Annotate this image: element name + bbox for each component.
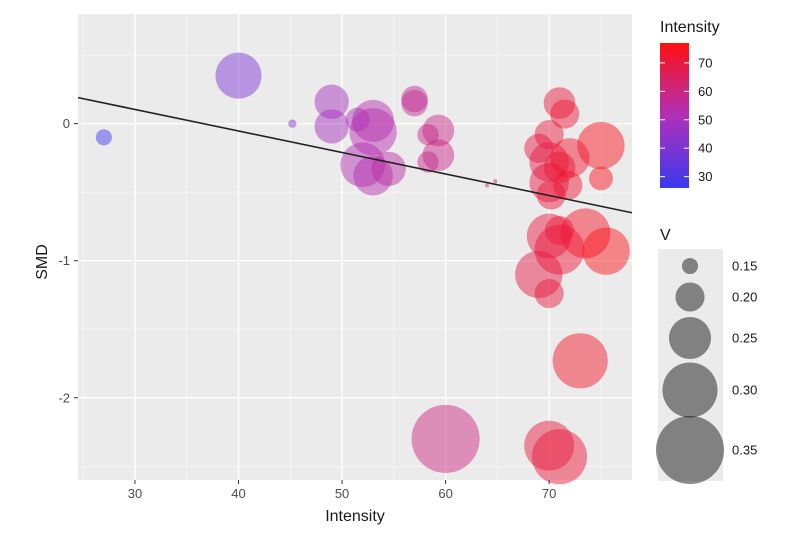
data-point xyxy=(534,224,585,275)
size-legend-key xyxy=(681,257,699,275)
data-points xyxy=(95,52,630,485)
data-point xyxy=(515,250,563,299)
size-legend-label: 0.20 xyxy=(732,290,757,305)
data-point xyxy=(524,133,554,163)
data-point xyxy=(529,142,569,182)
data-point xyxy=(543,151,576,184)
grid-major xyxy=(78,14,632,480)
size-legend-items: 0.15 0.20 0.25 0.30 0.35 xyxy=(655,257,757,485)
color-legend-title: Intensity xyxy=(660,19,720,36)
data-point xyxy=(534,120,564,150)
data-point xyxy=(550,99,580,129)
size-legend-label: 0.25 xyxy=(732,331,757,346)
y-tick-label: -2 xyxy=(58,390,70,405)
data-point xyxy=(422,139,455,172)
data-point xyxy=(353,155,393,196)
data-point xyxy=(371,151,406,187)
x-tick-label: 70 xyxy=(542,486,556,501)
size-legend-label: 0.30 xyxy=(732,383,757,398)
x-tick-label: 50 xyxy=(335,486,349,501)
x-tick-label: 40 xyxy=(231,486,245,501)
data-point xyxy=(95,129,112,146)
data-point xyxy=(526,213,572,259)
data-point xyxy=(411,404,480,473)
data-point xyxy=(552,333,608,389)
colorbar-tick-label: 50 xyxy=(698,112,712,127)
y-tick-label: 0 xyxy=(63,116,70,131)
data-point xyxy=(345,107,370,132)
data-point xyxy=(531,429,588,485)
data-point xyxy=(550,138,590,178)
grid-minor xyxy=(78,14,632,480)
size-legend-key xyxy=(675,282,705,312)
data-point xyxy=(485,183,490,188)
size-legend-key xyxy=(668,316,712,360)
data-point xyxy=(288,119,297,128)
data-point xyxy=(401,85,428,113)
colorbar xyxy=(660,43,689,188)
data-point xyxy=(534,279,564,309)
data-point xyxy=(577,121,625,170)
data-point xyxy=(588,166,613,191)
data-point xyxy=(536,180,566,210)
trend-line xyxy=(77,96,633,214)
data-point xyxy=(215,52,262,99)
data-point xyxy=(582,227,630,275)
data-point xyxy=(349,108,397,156)
colorbar-tick-label: 40 xyxy=(698,141,712,156)
colorbar-ticks: 70 60 50 40 30 xyxy=(660,55,712,184)
data-point xyxy=(529,162,569,203)
y-axis-title: SMD xyxy=(34,244,51,280)
size-legend-label: 0.15 xyxy=(732,259,757,274)
data-point xyxy=(493,179,498,184)
data-point xyxy=(417,123,439,146)
data-point xyxy=(553,170,583,200)
data-point xyxy=(314,84,349,119)
data-point xyxy=(340,142,386,188)
colorbar-tick-label: 30 xyxy=(698,169,712,184)
data-point xyxy=(524,420,575,471)
y-axis-ticks: 0 -1 -2 xyxy=(58,116,78,405)
data-point xyxy=(352,99,395,142)
x-tick-label: 60 xyxy=(438,486,452,501)
colorbar-tick-label: 70 xyxy=(698,55,712,70)
data-point xyxy=(417,151,439,173)
size-legend-key-background xyxy=(658,249,723,481)
data-point xyxy=(314,109,349,144)
data-point xyxy=(544,215,575,246)
color-legend: Intensity 70 60 50 40 30 xyxy=(660,19,720,188)
plot-panel xyxy=(78,14,632,480)
size-legend-key xyxy=(655,415,725,485)
x-axis-ticks: 30 40 50 60 70 xyxy=(128,480,556,501)
size-legend-title: V xyxy=(660,227,671,244)
data-point xyxy=(401,89,428,117)
y-tick-label: -1 xyxy=(58,253,70,268)
size-legend: V 0.15 0.20 0.25 0.30 0.35 xyxy=(655,227,757,485)
size-legend-key xyxy=(662,362,718,418)
x-tick-label: 30 xyxy=(128,486,142,501)
x-axis-title: Intensity xyxy=(325,508,385,525)
data-point xyxy=(543,87,576,119)
size-legend-label: 0.35 xyxy=(732,443,757,458)
colorbar-tick-label: 60 xyxy=(698,84,712,99)
data-point xyxy=(422,114,455,147)
data-point xyxy=(560,208,611,259)
